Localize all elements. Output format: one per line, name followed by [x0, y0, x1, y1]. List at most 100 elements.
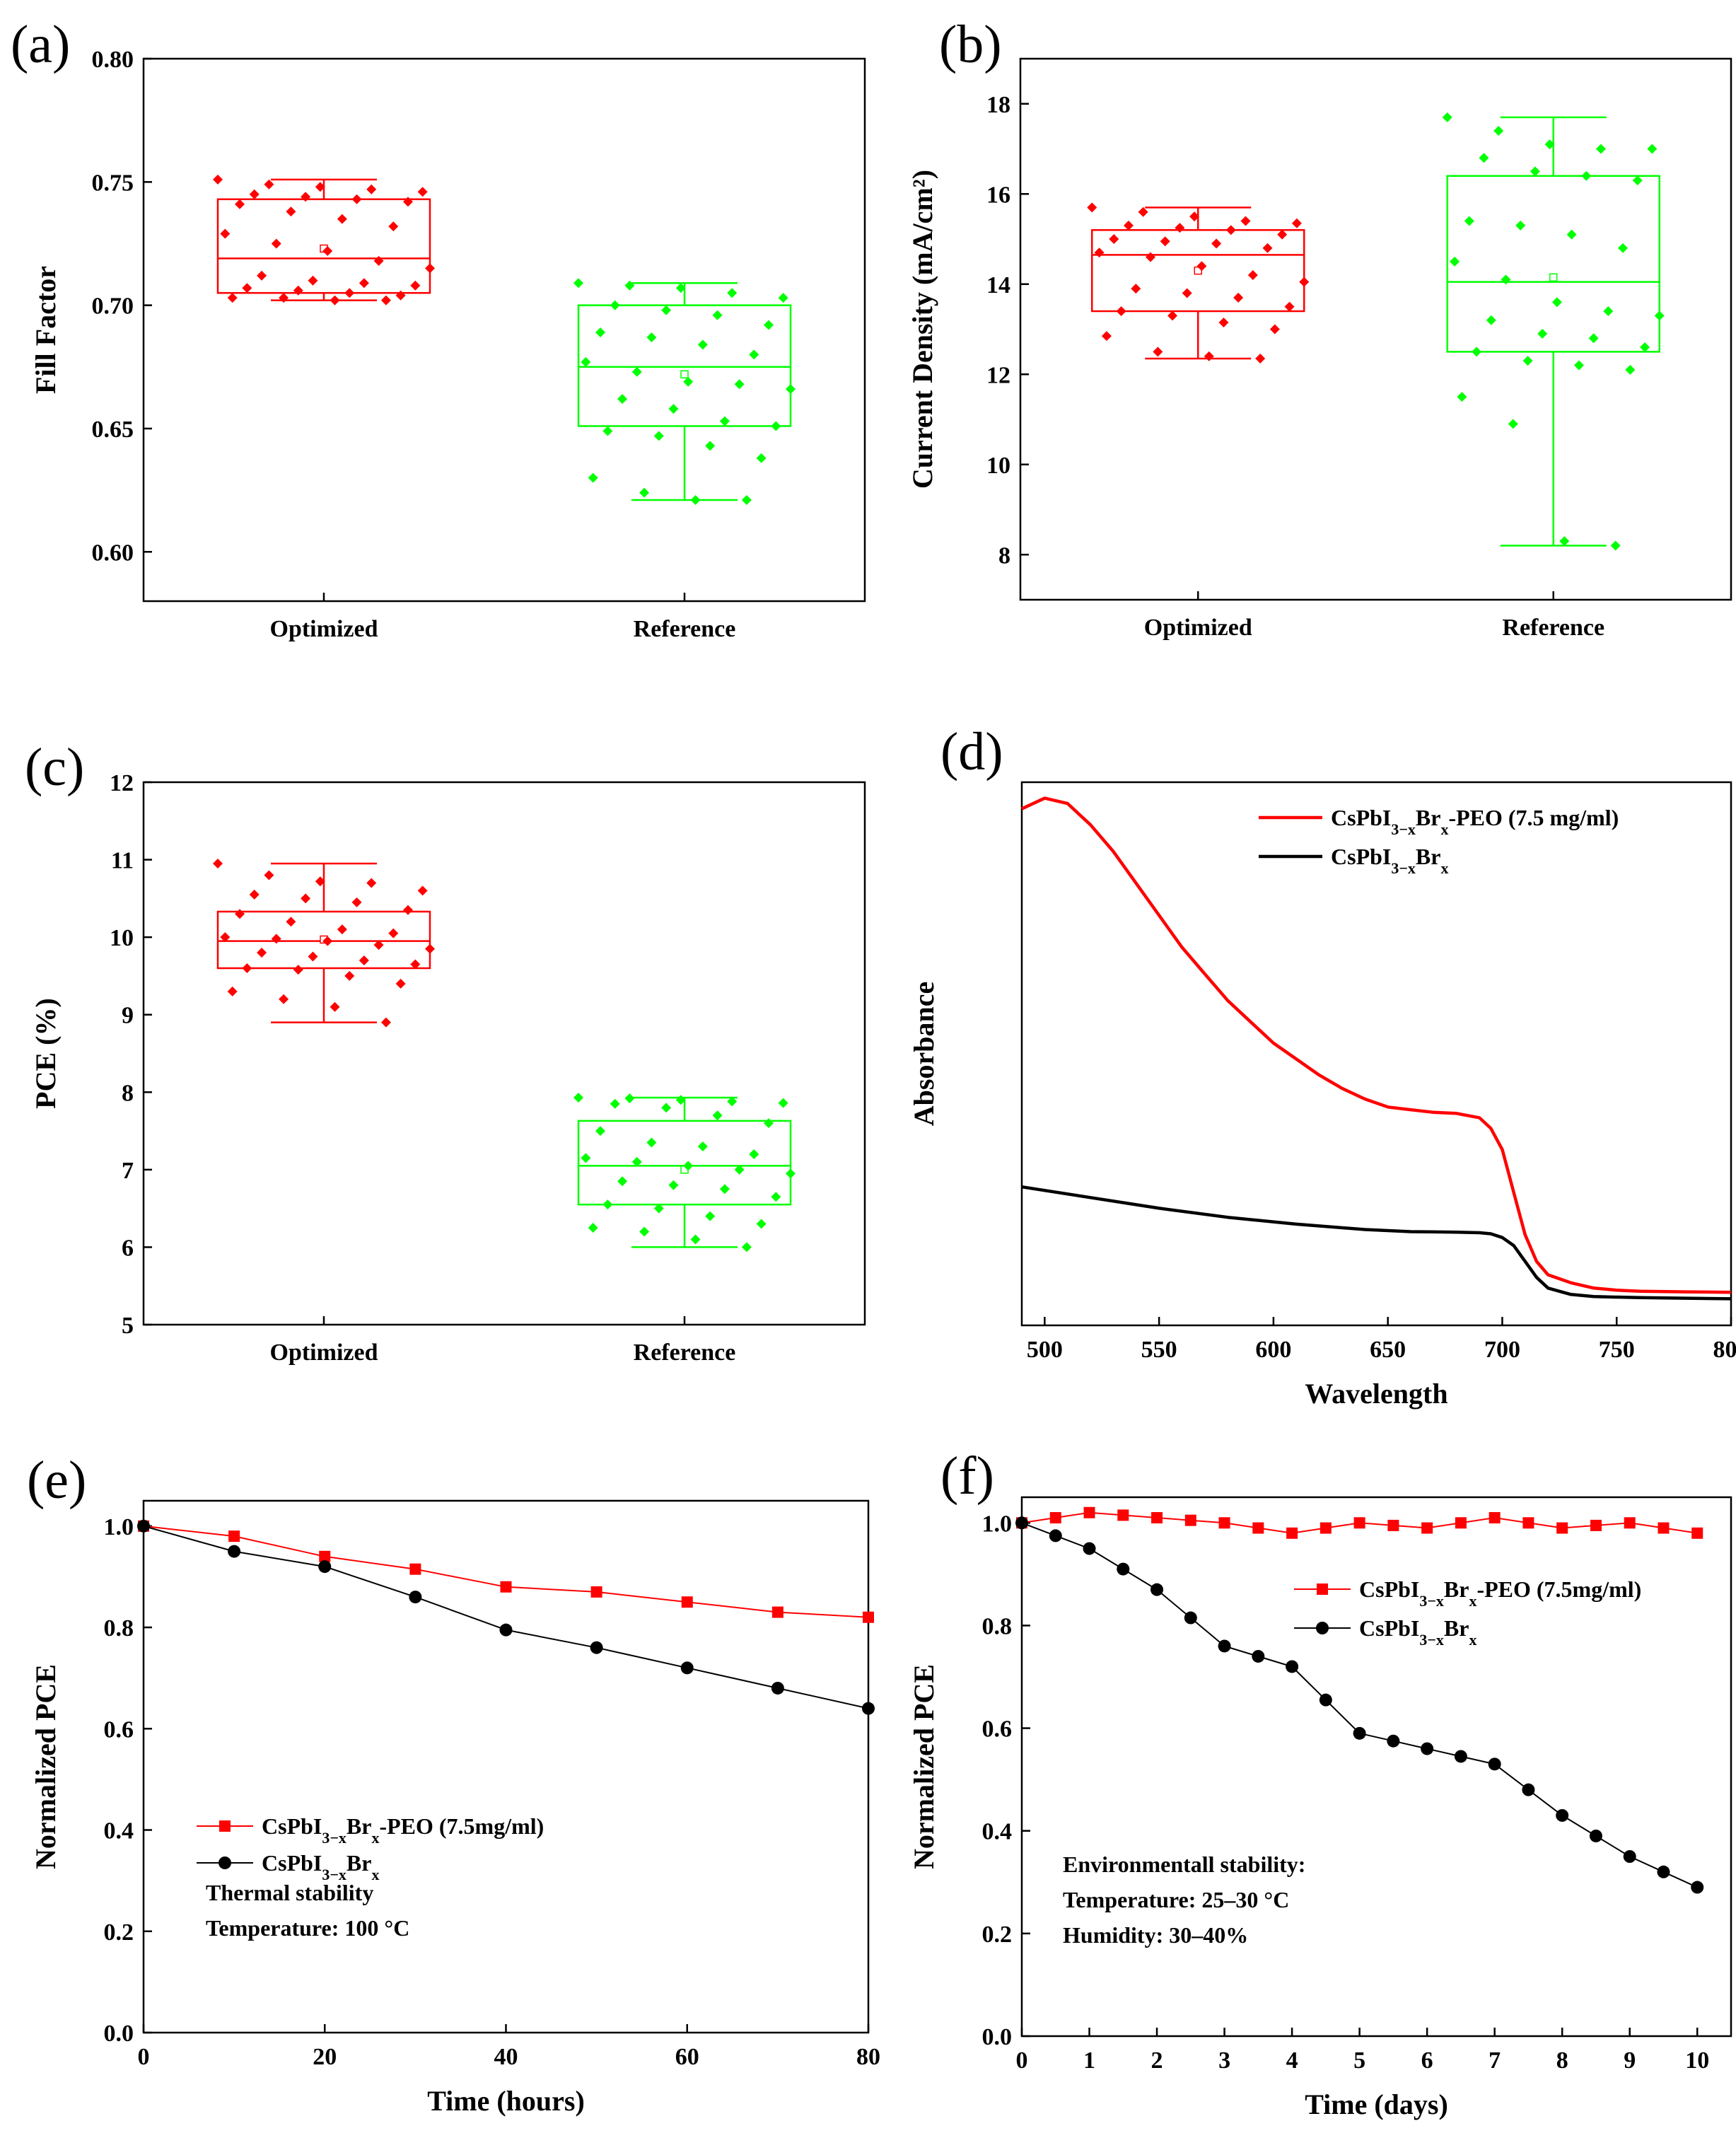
data-marker-square — [1083, 1506, 1095, 1518]
y-tick-label: 0.4 — [104, 1818, 134, 1844]
data-marker-circle — [1184, 1611, 1197, 1625]
data-marker-circle — [1589, 1829, 1602, 1842]
data-point — [425, 943, 435, 954]
y-tick-label: 8 — [998, 542, 1010, 569]
data-marker-circle — [1657, 1865, 1670, 1878]
data-marker-square — [1624, 1517, 1636, 1529]
plot-frame — [142, 781, 866, 1326]
data-marker-circle — [1488, 1757, 1501, 1771]
y-tick-label: 16 — [986, 182, 1010, 208]
data-marker-circle — [1353, 1726, 1366, 1740]
data-point — [1269, 324, 1280, 335]
x-tick-label: 8 — [1556, 2047, 1568, 2074]
data-point — [1464, 216, 1474, 226]
data-marker-square — [590, 1586, 602, 1598]
data-point — [1233, 292, 1244, 303]
data-marker-circle — [1387, 1734, 1400, 1748]
data-marker-circle — [590, 1641, 603, 1654]
data-point — [683, 376, 694, 387]
data-point — [675, 283, 686, 294]
data-point — [573, 1092, 583, 1103]
data-point — [1167, 310, 1178, 321]
data-point — [293, 965, 303, 975]
series-1 — [1015, 1516, 1704, 1894]
data-point — [227, 986, 238, 996]
data-point — [1291, 218, 1302, 228]
data-point — [741, 495, 752, 506]
data-marker-square — [1117, 1509, 1129, 1521]
data-point — [351, 897, 362, 907]
plot-e: 0.0 0.2 0.4 0.6 0.8 1.0 0 20 40 60 80 Normalized PC… — [30, 1499, 880, 2117]
y-axis-label: Current Density (mA/cm²) — [907, 170, 938, 489]
box-reference — [573, 1092, 796, 1253]
y-axis-label: PCE (%) — [30, 998, 62, 1109]
panel-label-a: (a) — [11, 15, 70, 74]
data-point — [249, 889, 260, 900]
data-point — [1299, 277, 1310, 287]
annotation: Environmentall stability: Temperature: 25… — [1063, 1852, 1305, 1948]
data-point — [661, 1103, 672, 1113]
data-marker-circle — [1691, 1881, 1704, 1894]
data-point — [595, 327, 606, 337]
data-marker-square — [1218, 1517, 1230, 1529]
data-point — [1240, 216, 1251, 226]
legend-marker — [1317, 1584, 1328, 1595]
data-marker-square — [1252, 1522, 1264, 1534]
plot-frame — [1019, 57, 1732, 601]
series-1 — [137, 1519, 875, 1715]
y-axis-label: Absorbance — [908, 982, 940, 1126]
x-tick-label: 3 — [1218, 2047, 1230, 2074]
data-point — [1116, 306, 1126, 316]
data-marker-circle — [771, 1681, 784, 1695]
data-marker-circle — [1015, 1516, 1028, 1530]
y-tick-label: 0.6 — [982, 1716, 1013, 1743]
data-point — [380, 295, 391, 306]
x-tick-label: Reference — [634, 1340, 736, 1366]
data-point — [727, 1096, 738, 1107]
data-marker-circle — [1150, 1583, 1164, 1596]
data-marker-square — [1691, 1527, 1703, 1539]
y-tick-label: 1.0 — [104, 1514, 134, 1540]
data-point — [602, 1199, 613, 1210]
plot-frame — [142, 57, 866, 603]
data-marker-circle — [680, 1661, 694, 1675]
legend-label: CsPbI3−xBrx-PEO (7.5mg/ml) — [1359, 1576, 1641, 1610]
data-point — [1530, 166, 1540, 177]
data-marker-square — [1049, 1512, 1061, 1524]
y-axis-label: Normalized PCE — [908, 1664, 940, 1869]
data-point — [1175, 223, 1185, 233]
data-point — [271, 934, 281, 944]
x-tick-label: 10 — [1685, 2047, 1709, 2074]
x-axis-label: Time (hours) — [427, 2085, 585, 2117]
y-tick-label: 14 — [986, 272, 1010, 298]
data-point — [1450, 256, 1460, 267]
data-marker-circle — [1083, 1542, 1096, 1555]
x-tick-label: 1 — [1083, 2047, 1095, 2074]
y-tick-label: 0.75 — [92, 170, 134, 196]
box-optimized — [1087, 202, 1310, 364]
data-point — [610, 300, 620, 310]
data-point — [417, 187, 428, 197]
x-tick-label: 500 — [1027, 1337, 1063, 1363]
data-point — [1255, 353, 1266, 364]
data-point — [697, 339, 708, 350]
data-point — [395, 978, 406, 989]
data-point — [734, 1164, 745, 1175]
data-point — [668, 404, 679, 414]
data-marker-circle — [1286, 1660, 1299, 1673]
y-tick-label: 1.0 — [982, 1511, 1013, 1537]
data-point — [1262, 243, 1273, 253]
data-point — [756, 453, 767, 463]
box-iqr — [216, 910, 431, 970]
data-marker-square — [1522, 1517, 1534, 1529]
data-point — [1610, 540, 1621, 551]
data-point — [249, 189, 260, 199]
plot-a: 0.60 0.65 0.70 0.75 0.80 Optimized Reference Fi… — [30, 47, 866, 642]
data-point — [581, 356, 591, 367]
data-point — [639, 487, 650, 498]
data-point — [388, 221, 399, 232]
data-point — [1640, 342, 1650, 352]
data-point — [1647, 144, 1658, 154]
data-point — [359, 278, 369, 289]
data-point — [1551, 297, 1562, 308]
